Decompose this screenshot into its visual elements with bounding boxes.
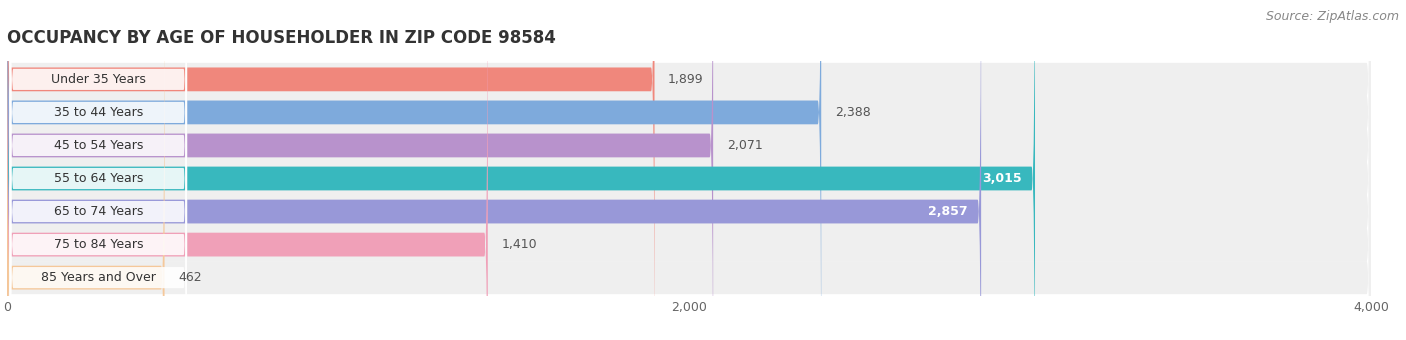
Text: 2,857: 2,857 [928, 205, 967, 218]
Text: 3,015: 3,015 [981, 172, 1021, 185]
Text: 2,388: 2,388 [835, 106, 870, 119]
FancyBboxPatch shape [7, 0, 1371, 340]
Text: 2,071: 2,071 [727, 139, 762, 152]
Text: 462: 462 [179, 271, 202, 284]
FancyBboxPatch shape [7, 0, 1371, 340]
Text: 1,899: 1,899 [668, 73, 704, 86]
Text: 75 to 84 Years: 75 to 84 Years [53, 238, 143, 251]
FancyBboxPatch shape [7, 0, 655, 340]
FancyBboxPatch shape [7, 0, 165, 340]
FancyBboxPatch shape [10, 0, 187, 340]
Text: 1,410: 1,410 [502, 238, 537, 251]
FancyBboxPatch shape [10, 0, 187, 340]
FancyBboxPatch shape [10, 0, 187, 340]
Text: OCCUPANCY BY AGE OF HOUSEHOLDER IN ZIP CODE 98584: OCCUPANCY BY AGE OF HOUSEHOLDER IN ZIP C… [7, 29, 555, 47]
FancyBboxPatch shape [7, 0, 1371, 340]
Text: 45 to 54 Years: 45 to 54 Years [53, 139, 143, 152]
FancyBboxPatch shape [7, 0, 488, 340]
Text: 65 to 74 Years: 65 to 74 Years [53, 205, 143, 218]
Text: Under 35 Years: Under 35 Years [51, 73, 146, 86]
FancyBboxPatch shape [10, 0, 187, 340]
FancyBboxPatch shape [10, 0, 187, 340]
Text: 85 Years and Over: 85 Years and Over [41, 271, 156, 284]
FancyBboxPatch shape [10, 0, 187, 340]
FancyBboxPatch shape [7, 0, 1371, 340]
Text: 35 to 44 Years: 35 to 44 Years [53, 106, 143, 119]
FancyBboxPatch shape [10, 0, 187, 340]
FancyBboxPatch shape [7, 0, 1371, 340]
Text: 55 to 64 Years: 55 to 64 Years [53, 172, 143, 185]
FancyBboxPatch shape [7, 0, 713, 340]
FancyBboxPatch shape [7, 0, 1371, 340]
FancyBboxPatch shape [7, 0, 821, 340]
Text: Source: ZipAtlas.com: Source: ZipAtlas.com [1265, 10, 1399, 23]
FancyBboxPatch shape [7, 0, 1371, 340]
FancyBboxPatch shape [7, 0, 1035, 340]
FancyBboxPatch shape [7, 0, 981, 340]
